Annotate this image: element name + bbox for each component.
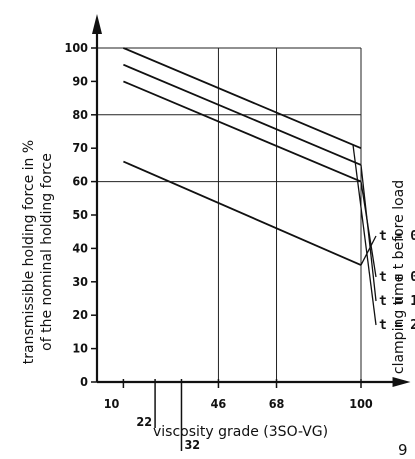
x-tick-label-46: 46 — [211, 396, 227, 411]
y-tick-label-100: 100 — [65, 40, 89, 55]
y-axis-title-line2: of the nominal holding force — [39, 153, 55, 351]
y-tick-label-0: 0 — [80, 374, 88, 389]
y-tick-label-30: 30 — [72, 274, 88, 289]
x-tick-label-68: 68 — [269, 396, 285, 411]
tick-labels: 0 10 20 30 40 50 60 70 80 90 100 10 22 32 46 68 100 t = 2… — [65, 40, 415, 452]
series-line-1 — [123, 47, 362, 150]
x-axis-arrow — [392, 377, 411, 387]
y-tick-label-40: 40 — [72, 240, 88, 255]
y-axis-arrow — [92, 14, 102, 34]
series-line-2 — [123, 63, 362, 166]
series-label-2: t = 1 s — [379, 294, 415, 309]
series-label-4: t = 0,1 s — [379, 229, 415, 244]
series-label-3: t = 0,5 s — [379, 270, 415, 285]
series-leader-1 — [352, 144, 377, 326]
series-label-1: t = 2,5 s — [379, 318, 415, 333]
x-tick-label-22: 22 — [136, 414, 152, 429]
series-line-3 — [123, 80, 362, 183]
series-leader-3 — [360, 181, 377, 278]
y-tick-label-90: 90 — [72, 73, 88, 88]
x-tick-label-100: 100 — [349, 396, 373, 411]
x-tick-label-10: 10 — [104, 396, 120, 411]
y-tick-label-70: 70 — [72, 140, 88, 155]
series-leader-4 — [360, 235, 377, 266]
y-tick-label-50: 50 — [72, 207, 88, 222]
series-line-4 — [123, 160, 362, 266]
y-axis-title-line1: transmissible holding force in % — [21, 140, 37, 364]
y-tick-label-80: 80 — [72, 107, 88, 122]
y-tick-label-20: 20 — [72, 307, 88, 322]
page-number: 9 — [398, 441, 408, 459]
x-tick-label-32: 32 — [184, 437, 200, 452]
series-lines — [123, 47, 377, 326]
right-axis-title: clamping time t before load — [391, 180, 407, 374]
x-axis-title: viscosity grade (3SO-VG) — [153, 424, 328, 440]
grid — [97, 47, 362, 382]
y-tick-label-60: 60 — [72, 174, 88, 189]
y-tick-label-10: 10 — [72, 341, 88, 356]
axes — [91, 14, 411, 451]
